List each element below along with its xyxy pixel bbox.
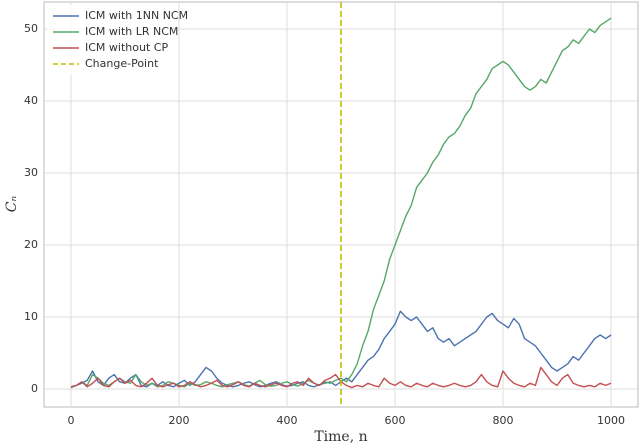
x-tick-label: 400 [277, 414, 298, 427]
y-tick-label: 40 [24, 94, 38, 107]
y-tick-label: 0 [31, 382, 38, 395]
legend-label: ICM without CP [85, 41, 168, 54]
y-tick-label: 50 [24, 22, 38, 35]
legend-label: Change-Point [85, 57, 159, 70]
y-tick-label: 30 [24, 166, 38, 179]
legend-label: ICM with LR NCM [85, 25, 178, 38]
lines [70, 2, 612, 407]
y-tick-label: 20 [24, 238, 38, 251]
x-tick-label: 600 [385, 414, 406, 427]
x-tick-label: 0 [68, 414, 75, 427]
y-tick-label: 10 [24, 310, 38, 323]
x-axis-label: Time, n [314, 429, 367, 445]
x-tick-label: 800 [493, 414, 514, 427]
y-axis-label: Cₙ [4, 195, 20, 212]
legend-label: ICM with 1NN NCM [85, 9, 188, 22]
x-tick-label: 1000 [597, 414, 625, 427]
x-tick-label: 200 [169, 414, 190, 427]
legend: ICM with 1NN NCM ICM with LR NCM ICM witho… [47, 5, 188, 75]
